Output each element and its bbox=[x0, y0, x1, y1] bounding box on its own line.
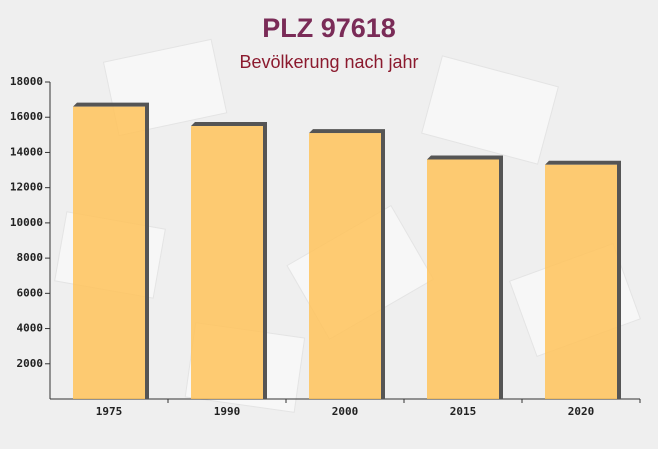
chart-subtitle: Bevölkerung nach jahr bbox=[239, 52, 418, 72]
y-tick-label: 14000 bbox=[10, 145, 43, 158]
y-tick-label: 10000 bbox=[10, 216, 43, 229]
y-tick-label: 18000 bbox=[10, 75, 43, 88]
bar bbox=[309, 133, 381, 400]
y-tick-label: 8000 bbox=[17, 251, 44, 264]
y-tick-label: 16000 bbox=[10, 110, 43, 123]
bar bbox=[73, 106, 145, 400]
x-tick-label: 1990 bbox=[214, 405, 241, 418]
y-tick-label: 4000 bbox=[17, 322, 44, 335]
y-tick-label: 2000 bbox=[17, 357, 44, 370]
chart-title: PLZ 97618 bbox=[262, 13, 396, 43]
bar bbox=[427, 159, 499, 399]
x-tick-label: 1975 bbox=[96, 405, 123, 418]
x-tick-label: 2000 bbox=[332, 405, 359, 418]
x-tick-label: 2015 bbox=[450, 405, 477, 418]
bar bbox=[191, 126, 263, 400]
x-tick-label: 2020 bbox=[568, 405, 595, 418]
bar bbox=[545, 164, 617, 399]
y-tick-label: 6000 bbox=[17, 286, 44, 299]
y-tick-label: 12000 bbox=[10, 181, 43, 194]
